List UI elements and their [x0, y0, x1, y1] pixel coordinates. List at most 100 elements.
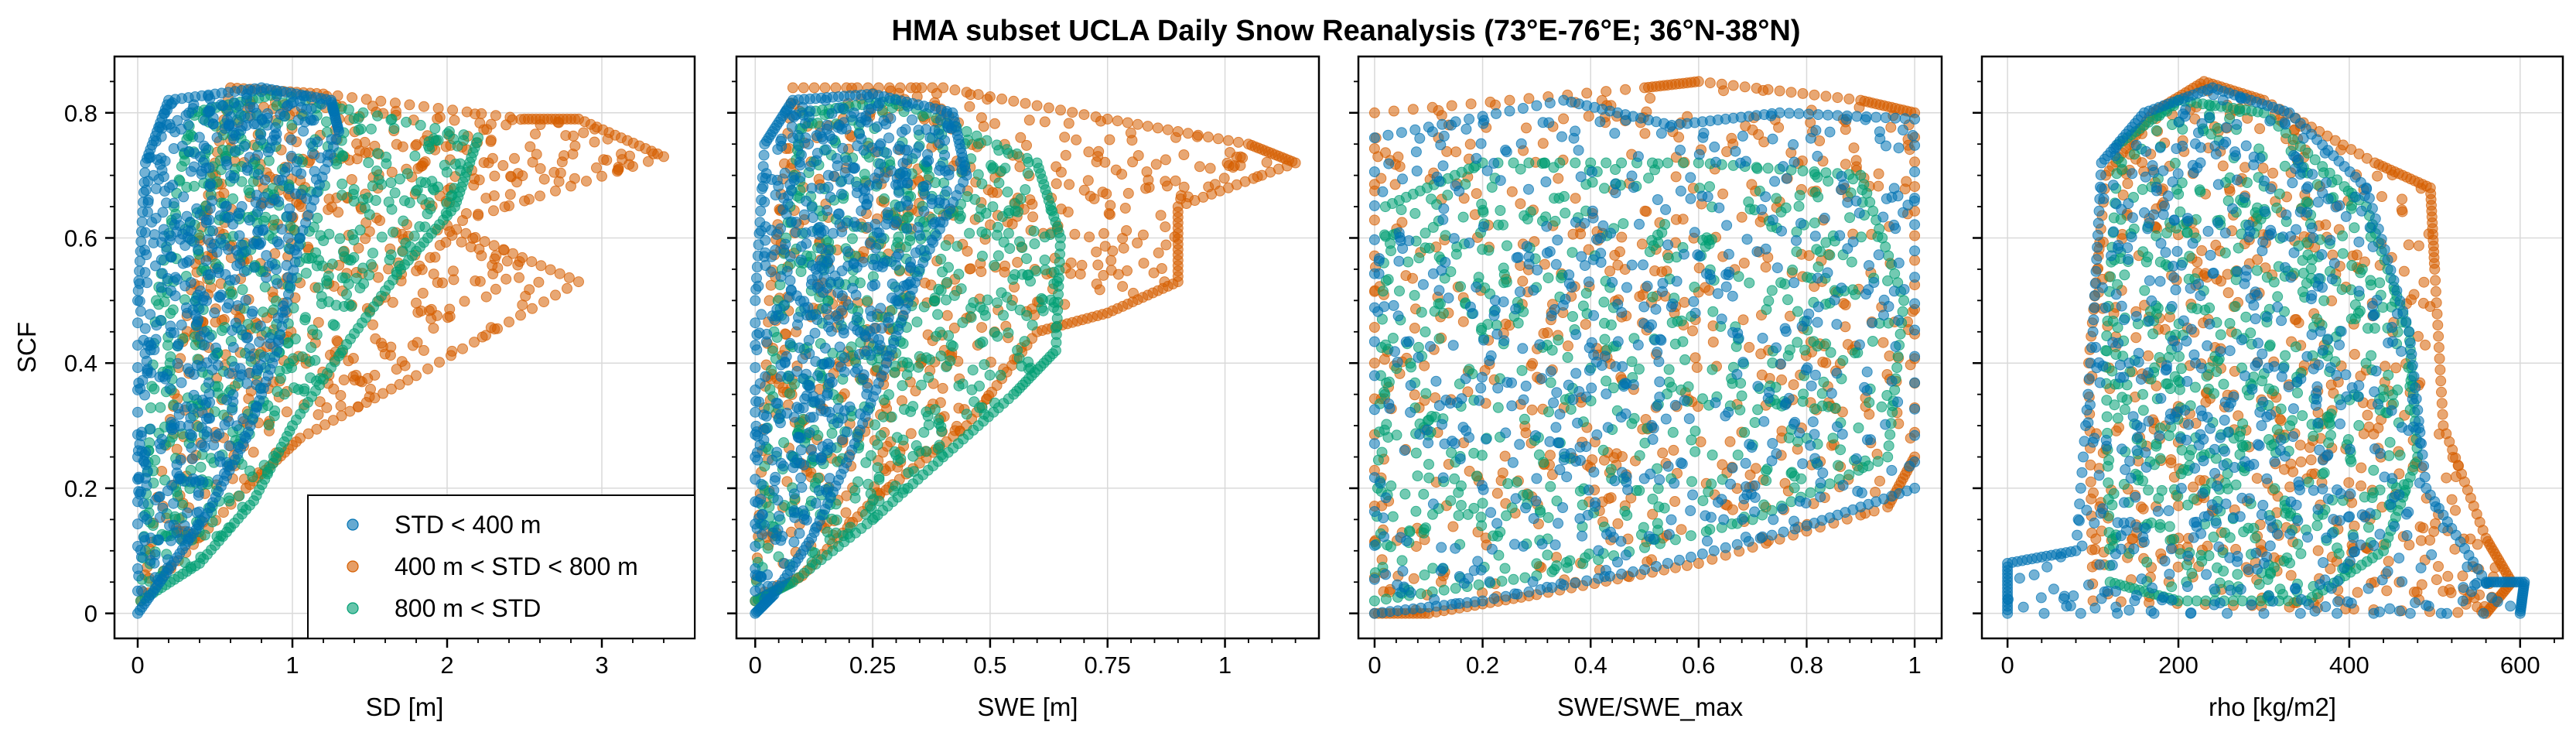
- scatter-point: [449, 159, 461, 169]
- scatter-point: [145, 309, 156, 320]
- scatter-point: [807, 212, 818, 224]
- scatter-point: [759, 460, 770, 472]
- scatter-point: [1160, 239, 1172, 251]
- scatter-point: [1368, 107, 1380, 118]
- scatter-point: [326, 258, 338, 270]
- scatter-point: [852, 363, 863, 375]
- scatter-point: [343, 355, 354, 367]
- scatter-point: [1760, 262, 1771, 273]
- scatter-point: [389, 98, 401, 109]
- scatter-point: [176, 320, 187, 330]
- scatter-point: [1099, 156, 1111, 168]
- scatter-point: [931, 330, 941, 342]
- scatter-point: [429, 123, 441, 134]
- scatter-point: [846, 111, 857, 122]
- scatter-point: [1636, 238, 1648, 250]
- scatter-point: [234, 230, 245, 241]
- scatter-point: [172, 358, 183, 369]
- scatter-point: [168, 143, 179, 154]
- scatter-point: [1021, 152, 1033, 164]
- scatter-point: [913, 142, 924, 153]
- scatter-point: [412, 184, 423, 196]
- scatter-point: [821, 303, 832, 314]
- scatter-point: [261, 112, 273, 124]
- scatter-point: [1864, 409, 1875, 420]
- scatter-point: [772, 524, 784, 535]
- scatter-point: [156, 433, 168, 445]
- scatter-point: [750, 563, 761, 574]
- scatter-point: [323, 193, 335, 205]
- scatter-point: [1225, 147, 1235, 158]
- scatter-point: [1500, 318, 1512, 330]
- scatter-point: [782, 198, 794, 210]
- scatter-point: [791, 365, 803, 377]
- scatter-point: [134, 255, 145, 267]
- scatter-point: [573, 276, 584, 288]
- scatter-point: [791, 402, 803, 413]
- scatter-point: [229, 145, 241, 156]
- scatter-point: [155, 402, 166, 413]
- scatter-point: [842, 246, 853, 258]
- scatter-point: [187, 403, 199, 415]
- scatter-point: [504, 111, 516, 123]
- scatter-point: [987, 201, 999, 213]
- scatter-point: [836, 434, 848, 446]
- scatter-point: [404, 197, 415, 208]
- scatter-point: [1838, 298, 1850, 310]
- scatter-point: [480, 291, 492, 303]
- scatter-point: [918, 301, 930, 313]
- scatter-point: [443, 126, 455, 137]
- scatter-point: [1762, 84, 1774, 95]
- scatter-point: [331, 335, 343, 347]
- scatter-point: [1051, 161, 1062, 173]
- scatter-point: [901, 369, 913, 381]
- scatter-point: [918, 426, 930, 438]
- scatter-point: [186, 430, 198, 441]
- scatter-point: [313, 409, 324, 420]
- scatter-point: [932, 309, 944, 320]
- scatter-point: [169, 290, 181, 302]
- scatter-point: [1040, 264, 1051, 275]
- scatter-point: [459, 296, 470, 307]
- scatter-point: [756, 309, 767, 320]
- scatter-point: [839, 352, 850, 364]
- scatter-point: [835, 305, 847, 316]
- scatter-point: [991, 229, 1003, 241]
- scatter-point: [412, 306, 424, 318]
- scatter-point: [798, 82, 809, 94]
- scatter-point: [753, 228, 765, 239]
- scatter-point: [1071, 134, 1082, 145]
- scatter-point: [497, 244, 509, 255]
- scatter-point: [750, 496, 761, 508]
- scatter-point: [935, 253, 947, 265]
- scatter-point: [221, 394, 233, 405]
- scatter-point: [338, 375, 350, 385]
- scatter-point: [945, 355, 956, 367]
- scatter-point: [350, 272, 362, 284]
- scatter-point: [1172, 126, 1184, 137]
- scatter-point: [770, 471, 781, 483]
- scatter-point: [375, 95, 387, 107]
- scatter-point: [905, 428, 917, 440]
- scatter-point: [835, 361, 847, 372]
- scatter-point: [449, 115, 460, 126]
- scatter-point: [976, 178, 988, 190]
- scatter-point: [1023, 115, 1035, 126]
- scatter-point: [321, 402, 333, 413]
- scatter-point: [889, 367, 900, 378]
- scatter-point: [962, 245, 973, 257]
- scatter-point: [832, 208, 844, 220]
- x-tick-label: 0: [749, 652, 762, 679]
- scatter-point: [992, 297, 1003, 309]
- scatter-point: [386, 166, 398, 178]
- scatter-point: [285, 134, 297, 145]
- scatter-point: [789, 511, 801, 523]
- series-std-400-m: [750, 88, 972, 619]
- scatter-point: [854, 277, 866, 289]
- scatter-point: [910, 247, 921, 258]
- scatter-point: [243, 184, 255, 196]
- scatter-point: [1143, 174, 1154, 186]
- scatter-point: [1076, 259, 1088, 271]
